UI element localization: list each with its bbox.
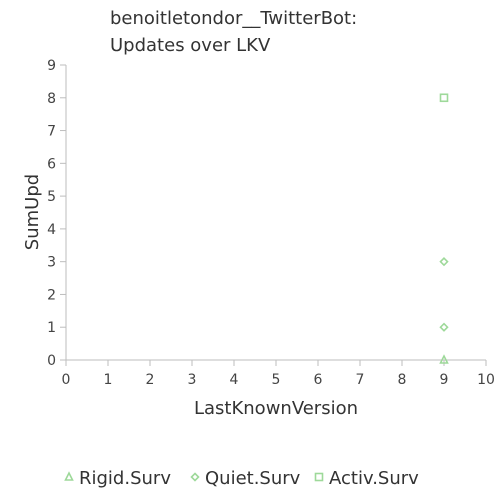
legend-label: Rigid.Surv: [79, 468, 171, 489]
y-tick-label: 0: [47, 353, 56, 369]
x-tick-label: 0: [62, 372, 71, 388]
legend-marker-square: [314, 472, 324, 482]
x-tick-label: 10: [477, 372, 495, 388]
axes: 0 1 2 3 4 5 6 7 8 9 10 0 1 2 3 4 5 6 7 8 9: [47, 58, 495, 388]
data-point-diamond: [439, 257, 449, 267]
x-tick-label: 8: [398, 372, 407, 388]
chart-title: benoitletondor__TwitterBot: Updates over…: [110, 8, 357, 56]
x-tick-label: 7: [356, 372, 365, 388]
x-tick-label: 4: [230, 372, 239, 388]
legend-label: Activ.Surv: [329, 468, 419, 489]
y-tick-label: 6: [47, 156, 56, 172]
data-point-diamond: [439, 322, 449, 332]
y-tick-label: 9: [47, 58, 56, 74]
chart-title-line-2: Updates over LKV: [110, 35, 271, 56]
x-tick-label: 5: [272, 372, 281, 388]
y-tick-label: 2: [47, 287, 56, 303]
legend-label: Quiet.Surv: [205, 468, 301, 489]
legend-marker-triangle: [64, 471, 74, 481]
data-point-square: [439, 93, 449, 103]
legend-item: Quiet.Surv: [190, 468, 301, 489]
data-point-triangle: [439, 354, 449, 364]
x-tick-label: 2: [146, 372, 155, 388]
x-tick-label: 6: [314, 372, 323, 388]
y-tick-label: 3: [47, 255, 56, 271]
x-tick-label: 1: [104, 372, 113, 388]
chart-title-line-1: benoitletondor__TwitterBot:: [110, 8, 357, 29]
legend-item: Rigid.Surv: [64, 468, 171, 489]
y-tick-label: 5: [47, 189, 56, 205]
y-tick-label: 1: [47, 320, 56, 336]
x-axis-label: LastKnownVersion: [194, 398, 358, 419]
y-axis-label: SumUpd: [22, 174, 43, 250]
legend-marker-diamond: [190, 472, 200, 482]
legend-item: Activ.Surv: [314, 468, 419, 489]
y-tick-label: 4: [47, 222, 56, 238]
data-points: [439, 93, 449, 364]
x-tick-label: 9: [440, 372, 449, 388]
x-tick-label: 3: [188, 372, 197, 388]
y-tick-label: 8: [47, 91, 56, 107]
legend: Rigid.Surv Quiet.Surv Activ.Surv: [64, 468, 419, 489]
y-tick-label: 7: [47, 124, 56, 140]
